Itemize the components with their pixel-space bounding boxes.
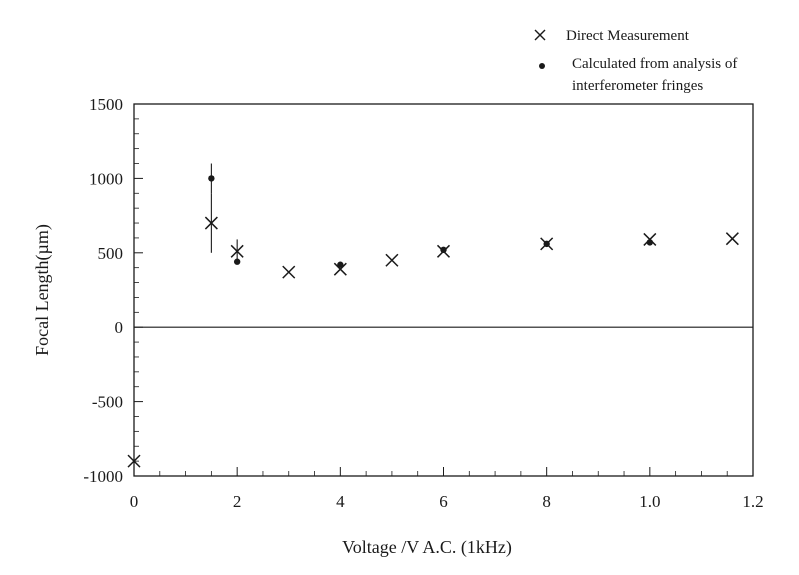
cross-point	[127, 454, 141, 468]
dot-point	[337, 261, 344, 268]
x-tick-label: 1.2	[742, 492, 763, 511]
x-tick-label: 1.0	[639, 492, 660, 511]
cross-point	[333, 262, 347, 276]
legend: Direct Measurement Calculated from analy…	[534, 28, 741, 94]
axis-ticks	[133, 103, 754, 477]
x-tick-label: 4	[336, 492, 345, 511]
y-tick-label: 0	[115, 318, 124, 337]
cross-stroke	[385, 253, 399, 267]
legend-label-calculated: Calculated from analysis of interferomet…	[572, 56, 741, 94]
cross-point	[230, 244, 244, 258]
y-tick-label: -1000	[83, 467, 123, 486]
legend-marker-calculated	[539, 63, 545, 69]
x-tick-label: 8	[542, 492, 551, 511]
dot-point	[440, 246, 447, 254]
y-tick-label: 1000	[89, 169, 123, 188]
x-tick-label: 2	[233, 492, 242, 511]
dot-point	[208, 175, 215, 182]
dot-point	[543, 240, 550, 248]
cross-stroke	[230, 244, 244, 258]
cross-stroke	[725, 232, 739, 246]
cross-point	[282, 265, 296, 279]
tick-labels: -1000 -500 0 500 1000 1500 0 2 4 6 8 1.0 1.2	[83, 95, 763, 511]
y-axis-title: Focal Length(µm)	[32, 224, 53, 356]
dot-point	[233, 258, 241, 265]
dot-point	[646, 239, 654, 246]
x-tick-label: 0	[130, 492, 139, 511]
cross-stroke	[282, 265, 296, 279]
x-axis-title: Voltage /V A.C. (1kHz)	[342, 537, 512, 558]
cross-point	[385, 253, 399, 267]
cross-point	[725, 232, 739, 246]
y-tick-label: 1500	[89, 95, 123, 114]
cross-stroke	[127, 454, 141, 468]
cross-stroke	[333, 262, 347, 276]
x-tick-label: 6	[439, 492, 448, 511]
cross-stroke	[204, 216, 218, 230]
cross-point	[204, 216, 218, 230]
data-points	[127, 175, 739, 468]
legend-label-direct: Direct Measurement	[566, 28, 690, 44]
y-tick-label: -500	[92, 393, 123, 412]
y-tick-label: 500	[98, 244, 124, 263]
legend-marker-direct	[534, 29, 546, 41]
